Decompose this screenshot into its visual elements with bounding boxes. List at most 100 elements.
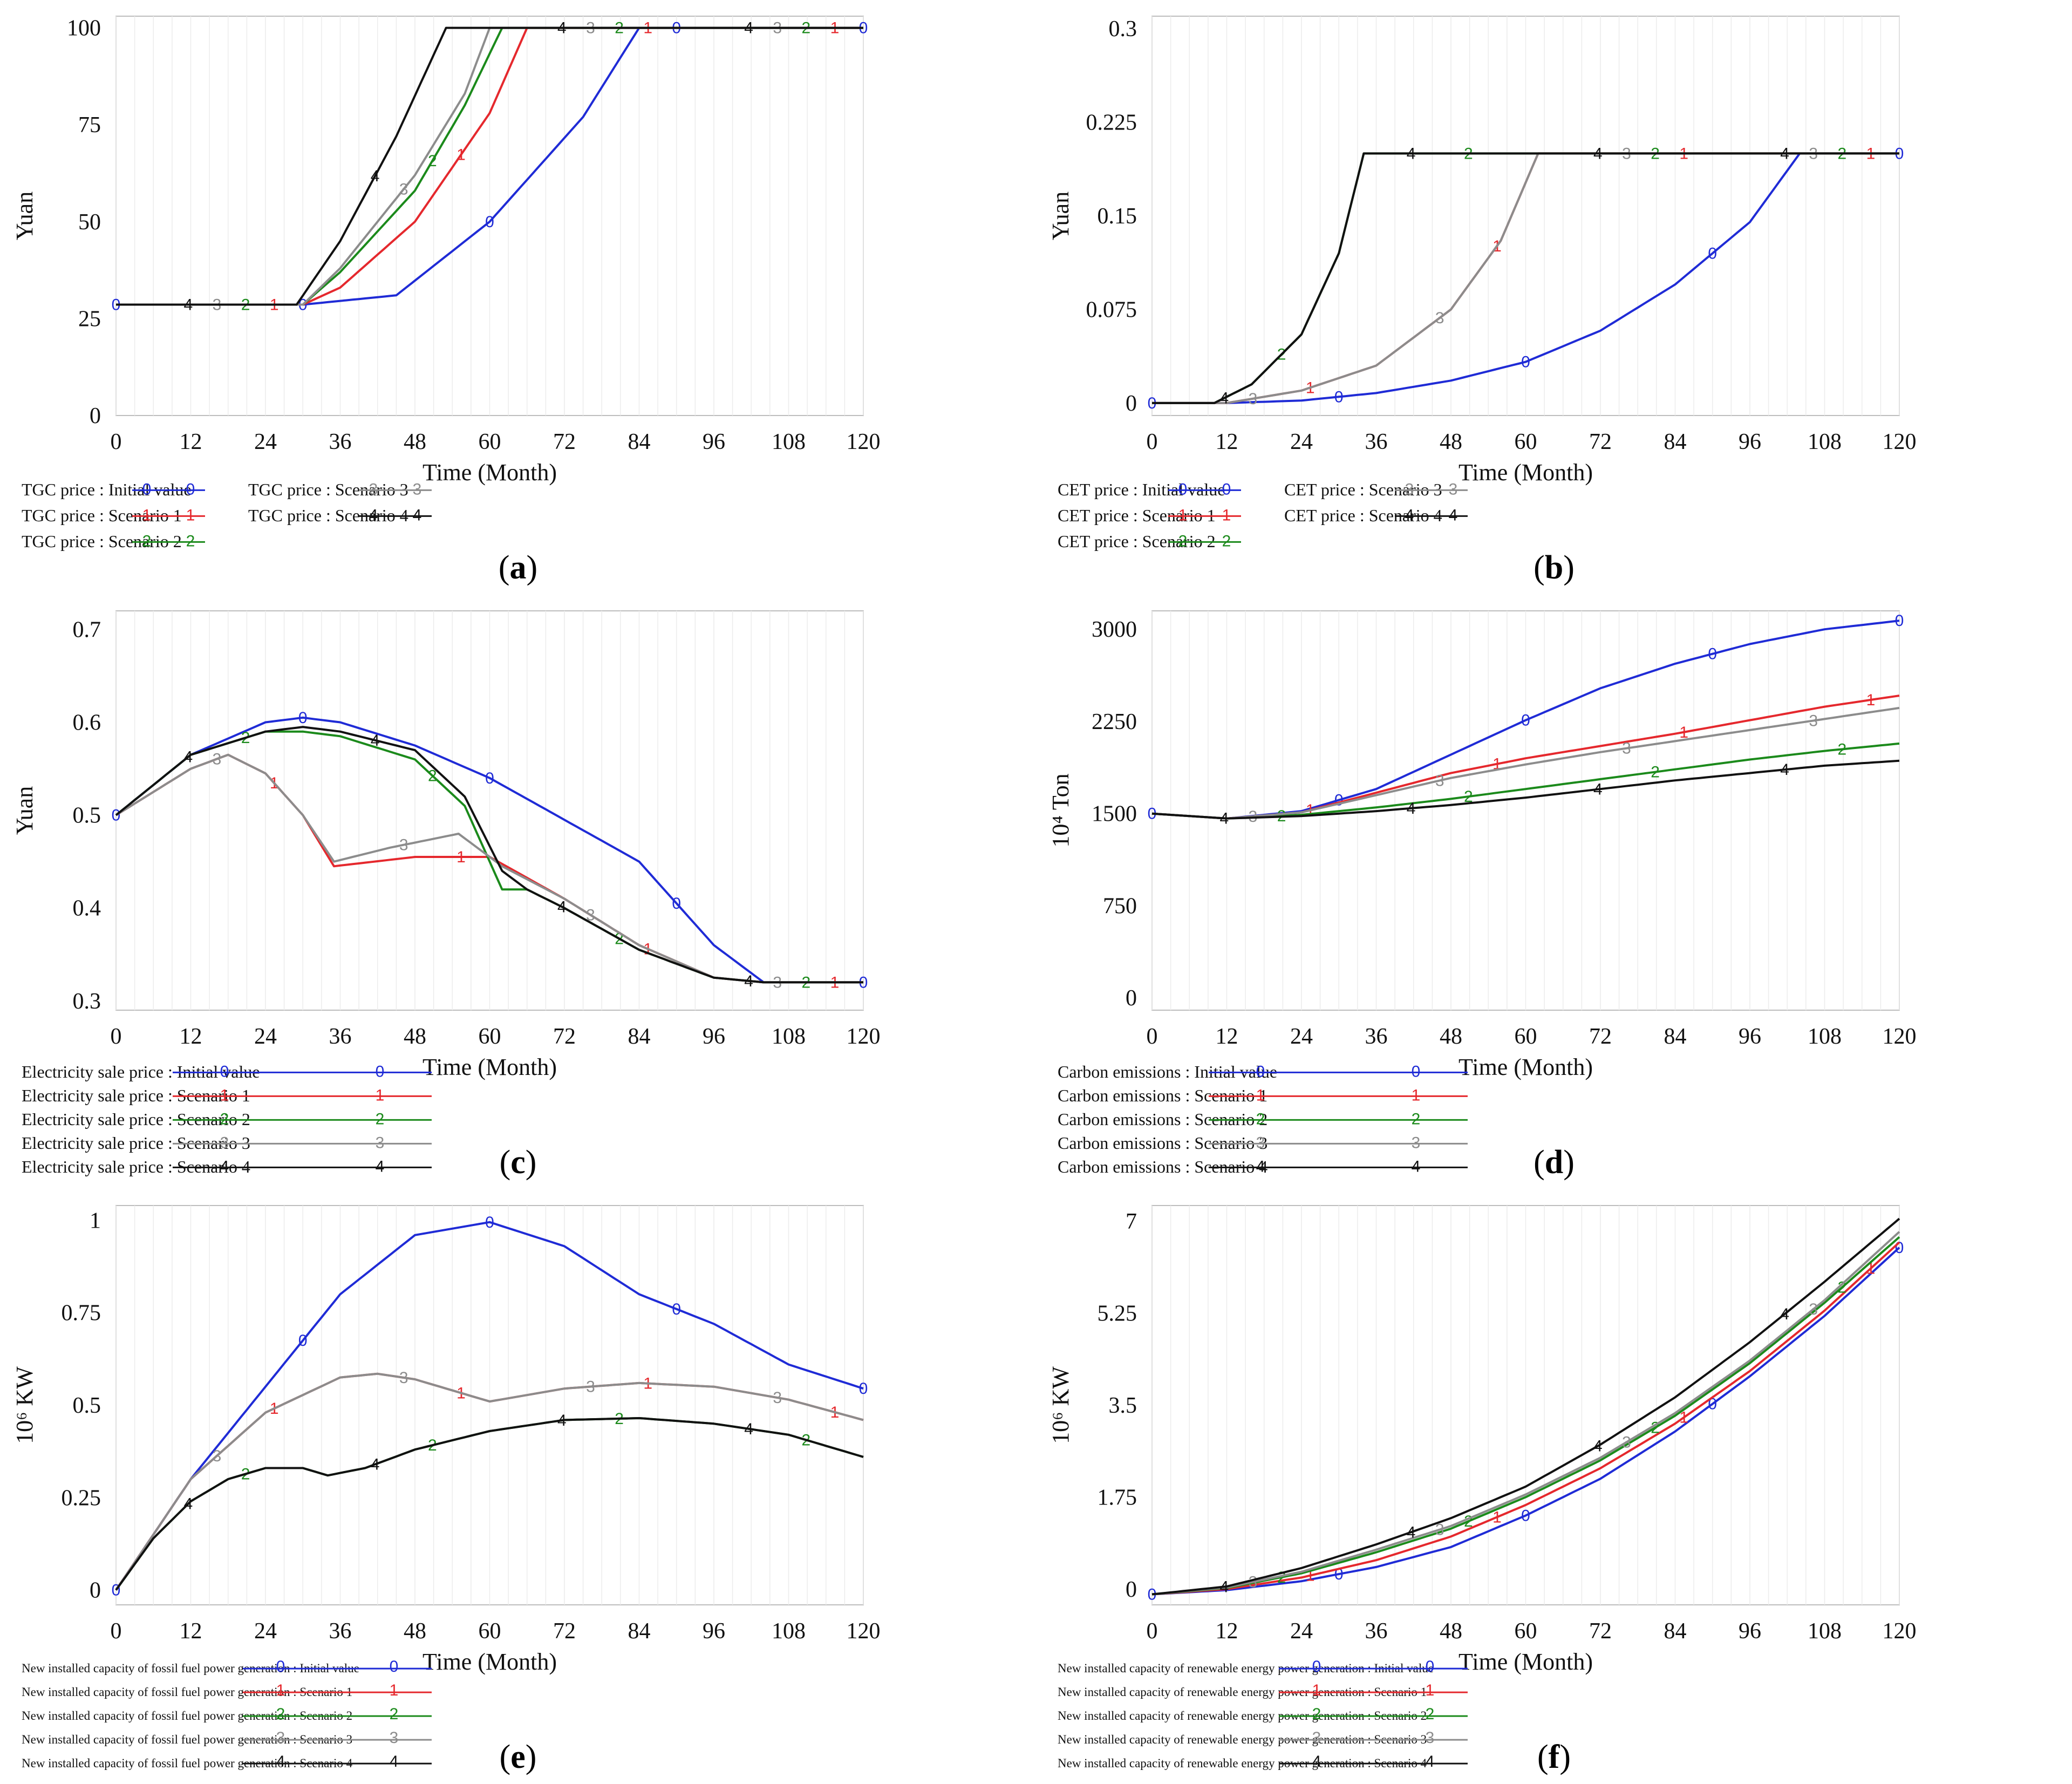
series-point-marker: 2	[428, 767, 437, 785]
x-tick-label: 12	[180, 1619, 202, 1644]
y-tick-label: 25	[78, 307, 101, 331]
legend-marker: 3	[1449, 480, 1458, 498]
legend-marker: 3	[1405, 480, 1414, 498]
series-point-marker: 3	[1809, 712, 1818, 730]
series-point-marker: 0	[485, 213, 494, 231]
legend-marker: 3	[376, 1134, 385, 1152]
series-line	[1151, 1236, 1900, 1596]
x-tick-label: 12	[1216, 430, 1238, 454]
x-tick-label: 84	[1664, 430, 1687, 454]
series-point-marker: 3	[1435, 1521, 1444, 1539]
x-tick-label: 48	[1440, 1024, 1462, 1049]
x-tick-label: 108	[1808, 1619, 1842, 1644]
y-tick-label: 0	[90, 1578, 101, 1603]
y-tick-label: 7	[1126, 1209, 1137, 1234]
panel-label: (a)	[499, 549, 537, 586]
x-tick-label: 96	[703, 1024, 725, 1049]
series-point-marker: 0	[1334, 388, 1344, 406]
legend-marker: 4	[1405, 506, 1414, 524]
series-line	[115, 1221, 864, 1591]
legend-marker: 1	[142, 506, 152, 524]
legend-marker: 0	[186, 480, 195, 498]
x-tick-label: 84	[1664, 1024, 1687, 1049]
y-tick-label: 0.5	[73, 804, 101, 828]
x-tick-label: 60	[1515, 1619, 1537, 1644]
legend-marker: 0	[1178, 480, 1188, 498]
series-point-marker: 0	[1334, 792, 1344, 809]
x-tick-label: 60	[479, 1024, 501, 1049]
panel-label: (b)	[1533, 549, 1575, 586]
panel-label-letter: b	[1545, 549, 1563, 586]
series-point-marker: 3	[1809, 1300, 1818, 1318]
series-point-marker: 1	[1492, 1508, 1502, 1526]
y-tick-label: 0	[1126, 986, 1137, 1011]
series-point-marker: 1	[456, 848, 466, 866]
x-tick-label: 36	[1365, 1024, 1388, 1049]
series-point-marker: 4	[557, 1412, 567, 1429]
legend-marker: 4	[220, 1157, 229, 1175]
chart-panel-b: 0 12 24 36 48 60 72 84 96 108 120 0 0.075 0.15 0.225 0.…	[1036, 0, 2072, 595]
x-tick-label: 36	[1365, 1619, 1388, 1644]
legend-marker: 0	[220, 1063, 229, 1080]
series-point-marker: 0	[298, 709, 308, 727]
y-tick-label: 0.225	[1086, 111, 1137, 135]
series-point-marker: 3	[1249, 1574, 1258, 1591]
y-tick-label: 0.075	[1086, 297, 1137, 322]
x-tick-label: 96	[703, 430, 725, 454]
legend-marker: 1	[1178, 506, 1188, 524]
legend-marker: 0	[1312, 1658, 1321, 1676]
y-tick-label: 0.4	[73, 896, 101, 921]
y-tick-label: 2250	[1092, 710, 1137, 734]
x-tick-label: 108	[1808, 430, 1842, 454]
series-line	[1151, 759, 1900, 820]
panel-label-letter: f	[1549, 1739, 1560, 1775]
legend-marker: 3	[369, 480, 378, 498]
series-point-marker: 3	[1249, 390, 1258, 408]
x-tick-label: 0	[111, 1024, 122, 1049]
series-line	[116, 26, 863, 306]
legend-marker: 0	[276, 1658, 285, 1676]
series-point-marker: 0	[1521, 353, 1530, 371]
x-tick-label: 36	[329, 1024, 352, 1049]
series-line	[115, 1417, 864, 1591]
legend-marker: 0	[390, 1658, 399, 1676]
series-line	[1152, 152, 1899, 404]
x-tick-label: 96	[703, 1619, 725, 1644]
y-tick-label: 75	[78, 113, 101, 138]
legend-marker: 4	[1256, 1157, 1265, 1175]
chart-svg-f: 0 12 24 36 48 60 72 84 96 108 12001.753.55.257Time…	[1047, 1205, 1917, 1775]
series-point-marker: 1	[1679, 1409, 1688, 1427]
x-tick-label: 84	[628, 1024, 651, 1049]
series-point-marker: 0	[1148, 1586, 1157, 1604]
y-axis-title: 10⁶ KW	[11, 1366, 38, 1444]
legend-marker: 4	[390, 1753, 399, 1771]
series-point-marker: 0	[298, 1332, 308, 1350]
series-point-marker: 4	[371, 732, 380, 750]
x-tick-label: 60	[1515, 430, 1537, 454]
y-tick-label: 3000	[1092, 617, 1137, 642]
series-point-marker: 4	[1780, 761, 1789, 779]
x-tick-label: 12	[1216, 1024, 1238, 1049]
x-tick-label: 60	[1515, 1024, 1537, 1049]
chart-svg-c: 0 12 24 36 48 60 72 84 96 108 1200.30.40.50.60.7Ti…	[11, 610, 881, 1181]
series-point-marker: 0	[485, 770, 494, 787]
series-point-marker: 4	[371, 167, 380, 185]
y-axis-title: Yuan	[11, 786, 38, 835]
chart-panel-a: 0 12 24 36 48 60 72 84 96 108 120 0 25 50 75 100 Time (M…	[0, 0, 1036, 595]
legend-marker: 0	[1426, 1658, 1435, 1676]
series-point-marker: 0	[859, 1380, 868, 1398]
legend-marker: 1	[390, 1681, 399, 1699]
y-axis-title: 10⁶ KW	[1047, 1366, 1074, 1444]
chart-svg-b: 0 12 24 36 48 60 72 84 96 108 12000.0750.150.2250.…	[1047, 16, 1917, 586]
x-tick-label: 84	[628, 1619, 651, 1644]
chart-panel-e: 0 12 24 36 48 60 72 84 96 108 120 0 0.25 0.5 0.75 1 Time…	[0, 1189, 1036, 1784]
chart-svg-d: 0 12 24 36 48 60 72 84 96 108 1200750150022503000T…	[1047, 610, 1917, 1181]
series-point-marker: 3	[1622, 740, 1631, 758]
x-tick-label: 120	[1883, 430, 1917, 454]
y-axis-title: 10⁴ Ton	[1047, 773, 1074, 847]
y-tick-label: 0.3	[73, 989, 101, 1014]
series-point-marker: 4	[184, 748, 193, 766]
legend-marker: 0	[1412, 1063, 1421, 1080]
series-point-marker: 4	[184, 296, 193, 314]
panel-label-letter: a	[510, 549, 527, 586]
